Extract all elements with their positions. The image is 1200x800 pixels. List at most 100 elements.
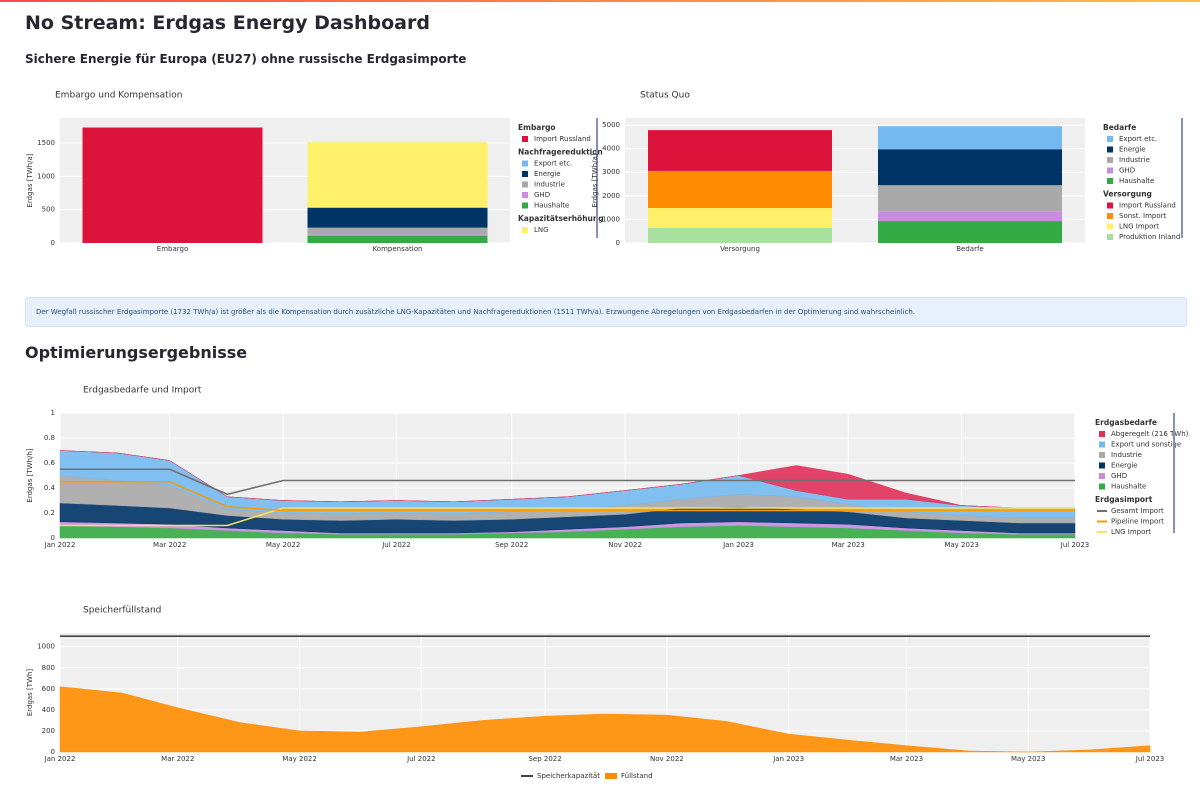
legend-swatch bbox=[1099, 452, 1105, 458]
legend-swatch bbox=[1099, 431, 1105, 437]
legend-label: Haushalte bbox=[1119, 177, 1154, 185]
chart-title: Erdgasbedarfe und Import bbox=[83, 386, 202, 396]
bar-segment bbox=[878, 126, 1062, 150]
y-tick-label: 1500 bbox=[37, 139, 55, 147]
legend-label: Gesamt Import bbox=[1111, 507, 1164, 515]
chart-title: Status Quo bbox=[640, 91, 690, 101]
y-tick-label: 600 bbox=[42, 685, 55, 693]
legend-swatch bbox=[522, 202, 528, 209]
y-tick-label: 400 bbox=[42, 706, 55, 714]
legend-label: Export und sonstige bbox=[1111, 441, 1181, 449]
legend-title: Embargo bbox=[518, 123, 556, 132]
page-subtitle: Sichere Energie für Europa (EU27) ohne r… bbox=[25, 52, 467, 66]
legend-label: Industrie bbox=[1119, 156, 1150, 164]
x-tick-label: May 2022 bbox=[266, 541, 301, 549]
x-tick-label: Versorgung bbox=[720, 245, 760, 253]
legend-swatch bbox=[1107, 234, 1113, 240]
legend-label: Haushalte bbox=[1111, 483, 1146, 491]
legend-label: Pipeline Import bbox=[1111, 518, 1164, 526]
legend-label: Energie bbox=[534, 170, 561, 178]
legend-title: Erdgasimport bbox=[1095, 495, 1153, 504]
x-tick-label: Jul 2023 bbox=[1135, 755, 1165, 763]
area bbox=[59, 686, 1151, 753]
chart-title: Embargo und Kompensation bbox=[55, 91, 182, 101]
x-tick-label: Jul 2022 bbox=[381, 541, 411, 549]
bar-segment bbox=[307, 227, 488, 235]
legend-swatch bbox=[1107, 213, 1113, 219]
legend-title: Erdgasbedarfe bbox=[1095, 418, 1157, 427]
y-tick-label: 1000 bbox=[37, 643, 55, 651]
legend-swatch bbox=[1107, 223, 1113, 230]
legend-title: Nachfragereduktion bbox=[518, 148, 603, 157]
legend-label: Import Russland bbox=[1119, 202, 1176, 210]
y-tick-label: 800 bbox=[42, 664, 55, 672]
legend-label: GHD bbox=[534, 191, 550, 199]
chart-title: Speicherfüllstand bbox=[83, 606, 161, 616]
x-tick-label: Sep 2022 bbox=[495, 541, 528, 549]
legend-scrollbar bbox=[1173, 413, 1175, 533]
legend-label: Industrie bbox=[1111, 451, 1142, 459]
y-axis-title: Erdgas [TWh/a] bbox=[591, 153, 599, 207]
y-tick-label: 1 bbox=[51, 409, 55, 417]
y-tick-label: 1000 bbox=[602, 215, 620, 223]
bar-segment bbox=[648, 228, 832, 243]
legend-swatch bbox=[605, 773, 617, 779]
legend-swatch bbox=[1107, 157, 1113, 163]
page-title: No Stream: Erdgas Energy Dashboard bbox=[25, 12, 430, 34]
line bbox=[60, 480, 1075, 512]
legend-swatch bbox=[522, 136, 528, 142]
x-tick-label: Embargo bbox=[157, 245, 188, 253]
bar-segment bbox=[307, 142, 488, 208]
area bbox=[59, 450, 1075, 509]
x-tick-label: May 2022 bbox=[282, 755, 317, 763]
legend-swatch bbox=[1099, 441, 1105, 448]
bar-segment bbox=[878, 221, 1062, 243]
line bbox=[60, 468, 1075, 496]
bar-segment bbox=[307, 235, 488, 243]
legend-swatch bbox=[1107, 202, 1113, 209]
legend-label: Abgeregelt (216 TWh) bbox=[1111, 430, 1189, 438]
y-tick-label: 500 bbox=[42, 206, 55, 214]
y-tick-label: 2000 bbox=[602, 192, 620, 200]
bar-segment bbox=[307, 207, 488, 228]
legend-swatch bbox=[522, 227, 528, 233]
info-box: Der Wegfall russischer Erdgasimporte (17… bbox=[25, 297, 1187, 327]
legend-label: Industrie bbox=[534, 181, 565, 189]
legend-label: Sonst. Import bbox=[1119, 212, 1166, 220]
legend-swatch bbox=[1107, 178, 1113, 184]
legend-swatch bbox=[522, 181, 528, 188]
x-tick-label: Mar 2022 bbox=[153, 541, 186, 549]
bar-segment bbox=[648, 170, 832, 208]
x-tick-label: Jan 2022 bbox=[44, 755, 76, 763]
legend-label: Füllstand bbox=[621, 772, 653, 780]
y-tick-label: 200 bbox=[42, 727, 55, 735]
y-axis-title: Erdgas [TWh/h] bbox=[26, 448, 34, 502]
legend-swatch bbox=[1107, 136, 1113, 142]
x-tick-label: Jan 2022 bbox=[44, 541, 76, 549]
x-tick-label: Bedarfe bbox=[956, 245, 984, 253]
x-tick-label: Jan 2023 bbox=[772, 755, 804, 763]
x-tick-label: Sep 2022 bbox=[528, 755, 561, 763]
top-bar bbox=[0, 0, 1200, 2]
x-tick-label: Nov 2022 bbox=[608, 541, 642, 549]
y-tick-label: 0 bbox=[51, 239, 55, 247]
legend-swatch bbox=[1099, 483, 1105, 490]
y-axis-title: Erdgas [TWh] bbox=[26, 669, 34, 717]
y-tick-label: 1000 bbox=[37, 172, 55, 180]
legend-label: Energie bbox=[1111, 462, 1138, 470]
legend-title: Versorgung bbox=[1103, 190, 1152, 199]
legend-swatch bbox=[1099, 462, 1105, 469]
x-tick-label: Jan 2023 bbox=[722, 541, 754, 549]
section-heading: Optimierungsergebnisse bbox=[25, 343, 248, 362]
bar-segment bbox=[878, 211, 1062, 222]
legend-label: Export etc. bbox=[1119, 135, 1157, 143]
legend-scrollbar bbox=[1181, 118, 1183, 238]
bar-segment bbox=[648, 207, 832, 229]
legend-label: Produktion Inland bbox=[1119, 233, 1180, 241]
x-tick-label: May 2023 bbox=[944, 541, 979, 549]
legend-scrollbar bbox=[596, 118, 598, 238]
x-tick-label: Kompensation bbox=[373, 245, 423, 253]
legend-swatch bbox=[1107, 146, 1113, 153]
y-tick-label: 5000 bbox=[602, 121, 620, 129]
